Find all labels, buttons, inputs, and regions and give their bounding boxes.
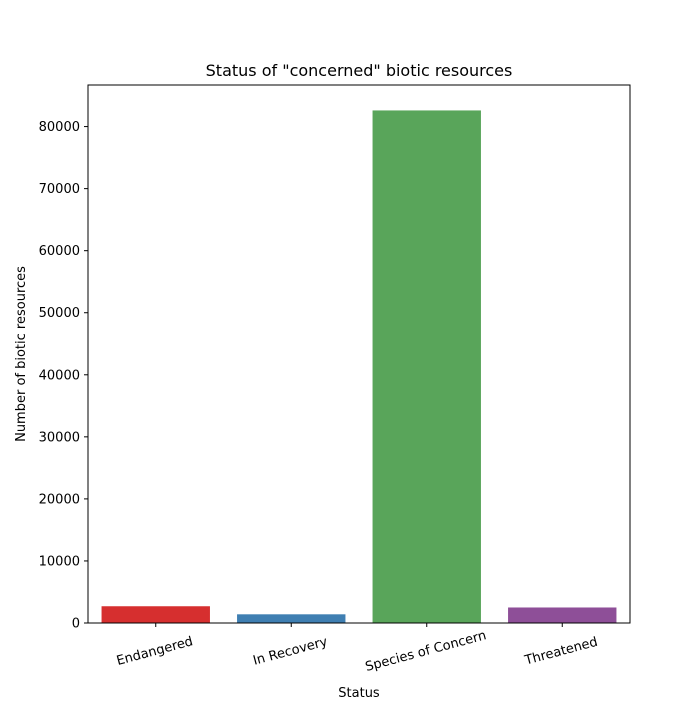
y-tick-label: 0 [72, 617, 80, 632]
y-tick-label: 80000 [39, 120, 80, 135]
bar-threatened [508, 607, 617, 623]
bar-endangered [101, 606, 210, 623]
bar-in-recovery [237, 614, 346, 623]
y-tick-label: 60000 [39, 244, 80, 259]
x-tick-label: Endangered [115, 634, 195, 669]
x-tick-label: Threatened [522, 635, 599, 669]
y-tick-label: 70000 [39, 182, 80, 197]
y-tick-label: 50000 [39, 306, 80, 321]
x-axis-label: Status [338, 686, 380, 700]
y-tick-label: 40000 [39, 368, 80, 383]
bar-species-of-concern [372, 110, 481, 623]
x-tick-label: Species of Concern [364, 628, 488, 675]
y-tick-label: 30000 [39, 430, 80, 445]
ticks-layer: Endangered In Recovery Species of Concern T… [39, 120, 600, 675]
y-axis-label: Number of biotic resources [14, 266, 29, 442]
y-tick-label: 10000 [39, 554, 80, 569]
y-tick-label: 20000 [39, 492, 80, 507]
plot-frame [87, 84, 631, 624]
bars-layer [101, 110, 617, 623]
chart-title: Status of "concerned" biotic resources [206, 61, 513, 80]
x-tick-label: In Recovery [251, 634, 329, 668]
